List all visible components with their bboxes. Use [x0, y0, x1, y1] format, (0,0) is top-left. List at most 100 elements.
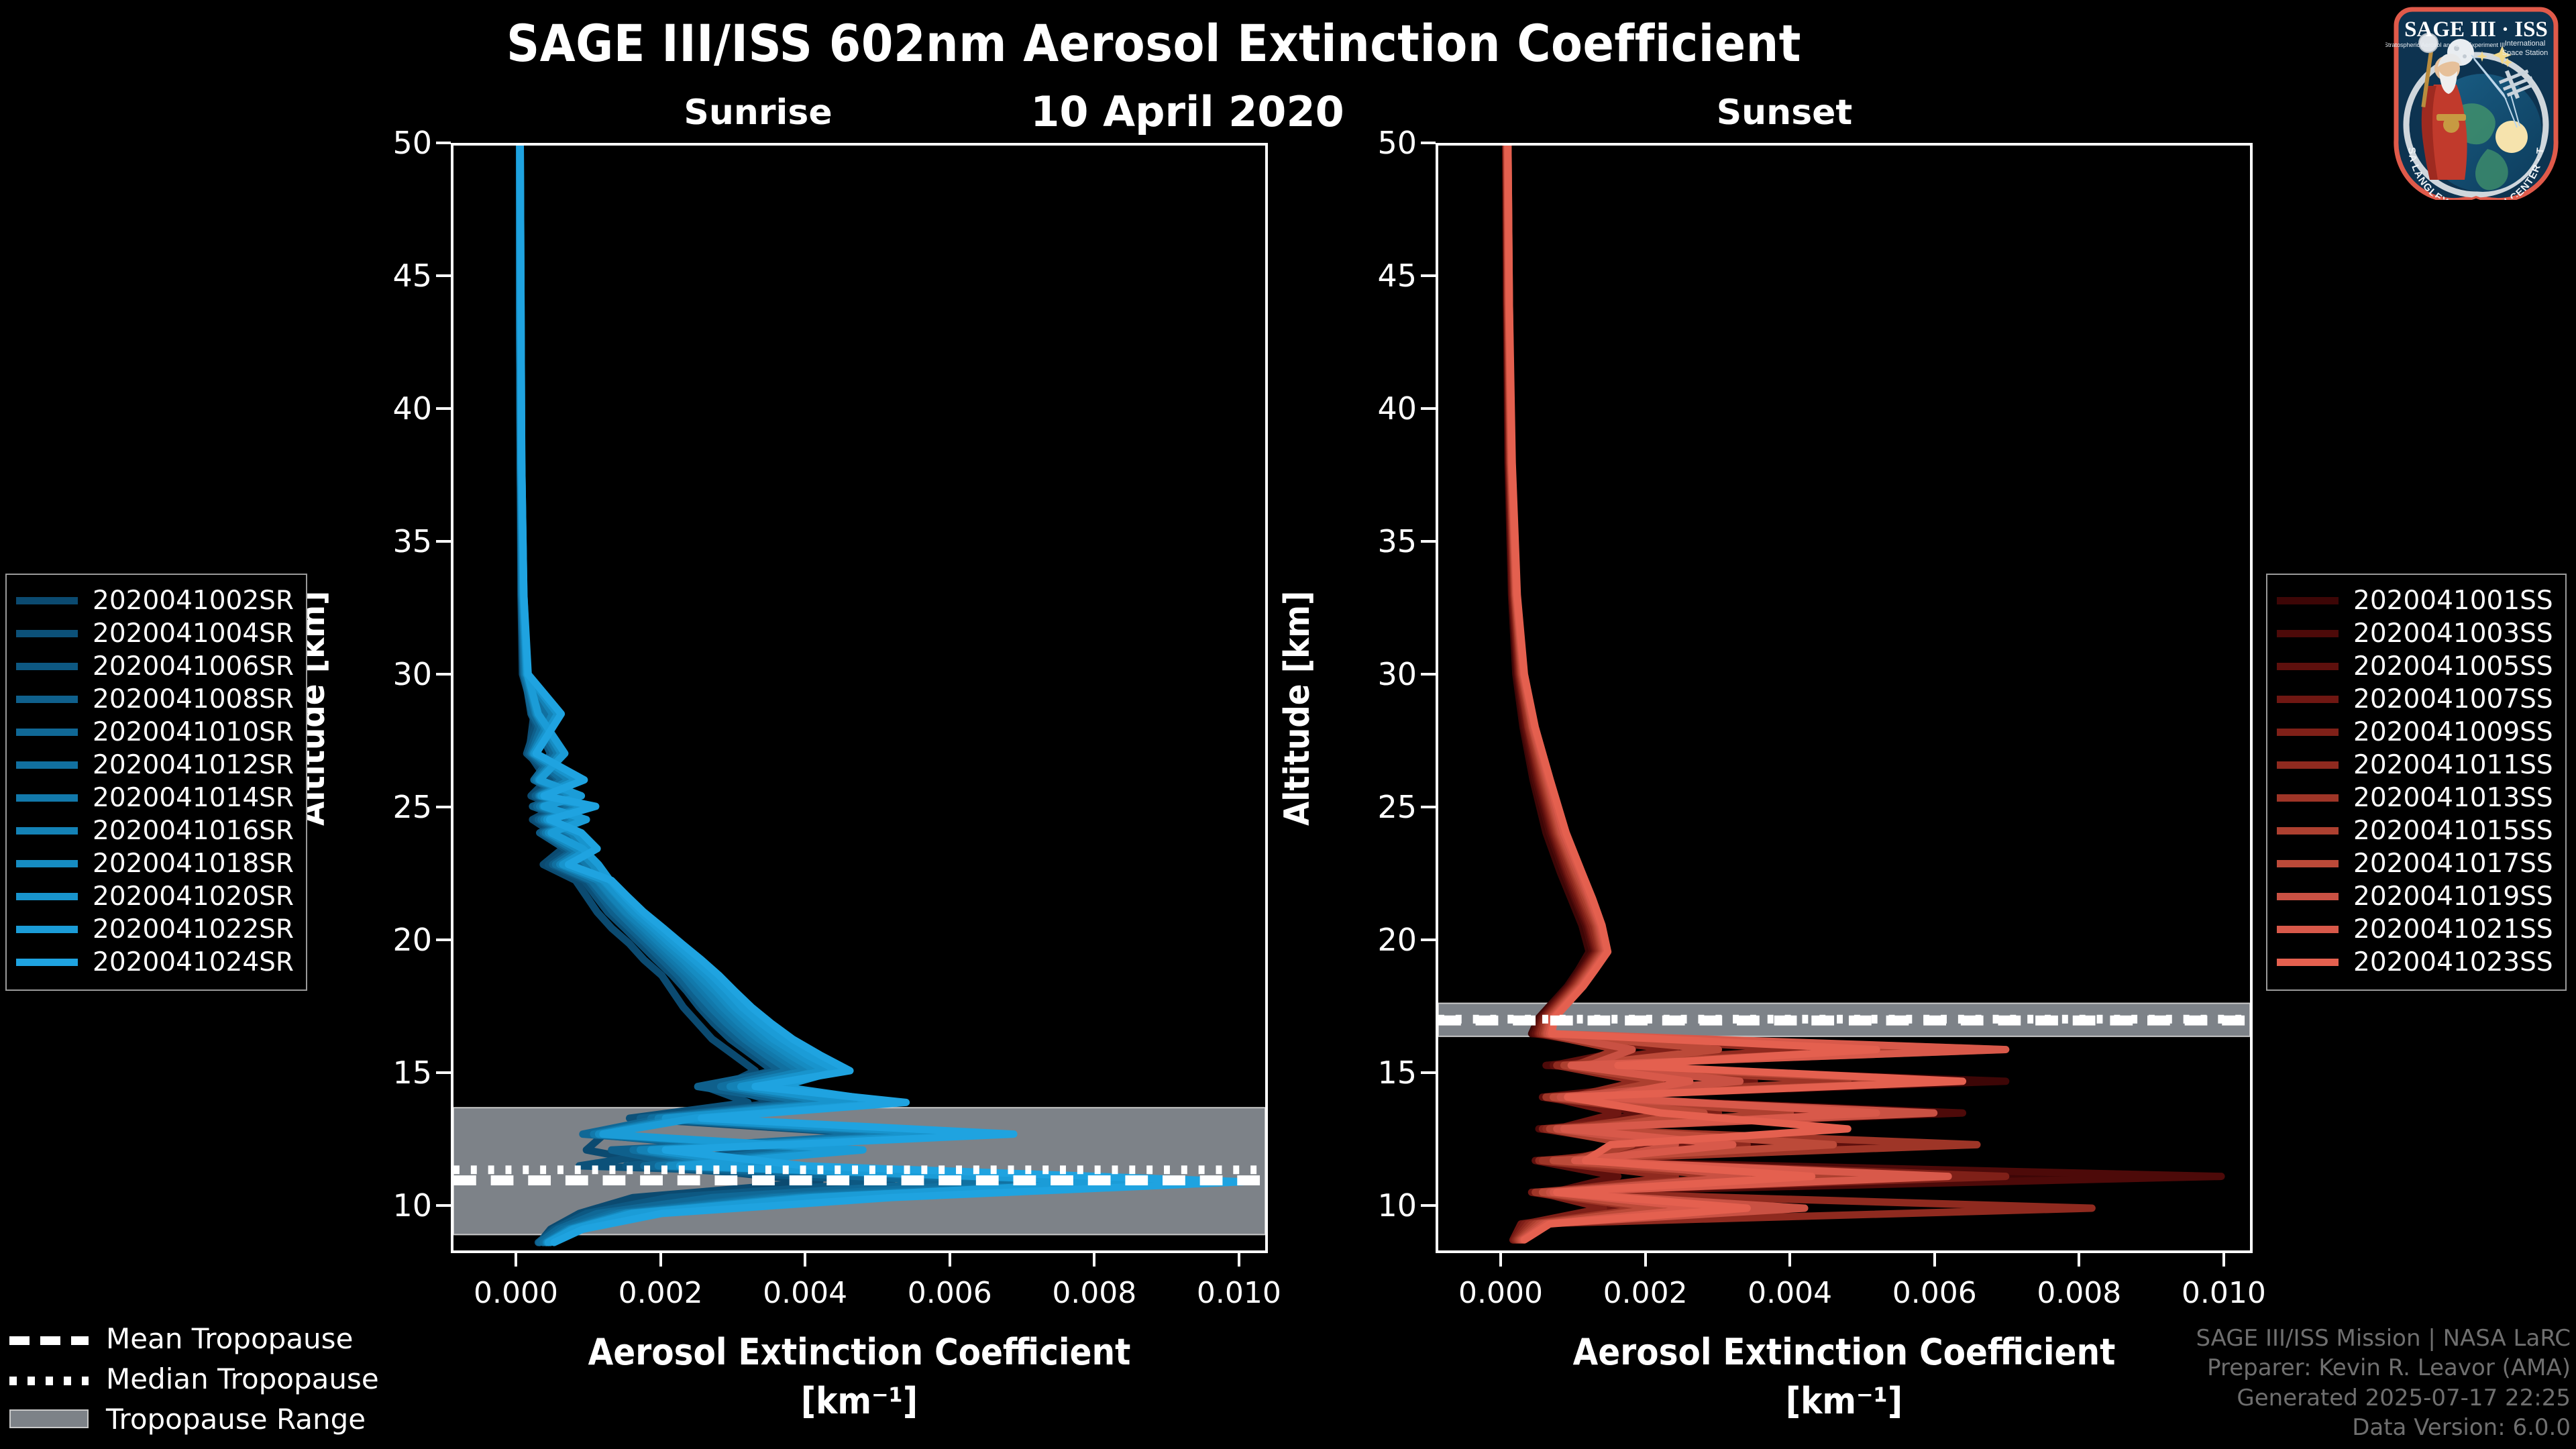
- legend-color-swatch-icon: [2277, 794, 2339, 802]
- legend-sunrise-item[interactable]: 2020041022SR: [16, 913, 294, 946]
- legend-sunset-item[interactable]: 2020041019SS: [2277, 880, 2553, 913]
- dotted-line-icon: [9, 1376, 89, 1385]
- legend-label: 2020041004SR: [93, 619, 294, 649]
- legend-sunrise[interactable]: 2020041002SR 2020041004SR 2020041006SR 2020…: [5, 574, 307, 991]
- legend-sunset-item[interactable]: 2020041007SS: [2277, 683, 2553, 716]
- legend-color-swatch-icon: [2277, 827, 2339, 835]
- y-axis-tick-label: 20: [392, 921, 432, 958]
- plot-sunrise[interactable]: [451, 143, 1268, 1253]
- profile-line: [517, 146, 1248, 1246]
- svg-text:Stratospheric Aerosol and Gas: Stratospheric Aerosol and Gas Experiment…: [2385, 42, 2505, 48]
- x-axis-tick-label: 0.004: [763, 1276, 848, 1310]
- y-axis-tick-mark: [436, 539, 451, 543]
- plot-frame-sunrise: [451, 143, 1268, 1253]
- y-axis-tick-mark: [436, 805, 451, 808]
- legend-item-median-tropopause[interactable]: Median Tropopause: [9, 1358, 379, 1399]
- legend-label-range: Tropopause Range: [106, 1402, 366, 1436]
- legend-sunset-item[interactable]: 2020041011SS: [2277, 749, 2553, 782]
- legend-sunset[interactable]: 2020041001SS 2020041003SS 2020041005SS 2020…: [2266, 574, 2567, 991]
- y-axis-tick-label: 45: [1377, 257, 1417, 294]
- sage3-iss-mission-patch-logo: BALL · NASA LANGLEY RESEARCH CENTER · TA…: [2385, 7, 2559, 200]
- dashed-line-icon: [9, 1336, 89, 1345]
- y-axis-tick-label: 25: [1377, 788, 1417, 825]
- legend-sunrise-item[interactable]: 2020041006SR: [16, 650, 294, 683]
- legend-label: 2020041008SR: [93, 684, 294, 714]
- legend-sunrise-item[interactable]: 2020041002SR: [16, 584, 294, 617]
- y-axis-tick-label: 10: [392, 1187, 432, 1224]
- credits-line-generated: Generated 2025-07-17 22:25: [2237, 1384, 2571, 1411]
- y-axis-tick-mark: [436, 1071, 451, 1074]
- x-axis-tick-mark: [2222, 1253, 2225, 1267]
- legend-color-swatch-icon: [2277, 696, 2339, 703]
- x-axis-title-unit: [km⁻¹]: [1785, 1379, 1903, 1422]
- legend-label: 2020041002SR: [93, 586, 294, 616]
- x-axis-title: Aerosol Extinction Coefficient [km⁻¹]: [1436, 1328, 2253, 1426]
- legend-label: 2020041001SS: [2353, 586, 2553, 616]
- y-axis-tick-label: 45: [392, 257, 432, 294]
- x-axis-tick-label: 0.000: [474, 1276, 558, 1310]
- profile-line: [517, 146, 1155, 1246]
- credits-line-mission: SAGE III/ISS Mission | NASA LaRC: [2196, 1325, 2571, 1352]
- legend-sunset-item[interactable]: 2020041013SS: [2277, 782, 2553, 814]
- legend-label: 2020041003SS: [2353, 619, 2553, 649]
- legend-item-tropopause-range[interactable]: Tropopause Range: [9, 1399, 379, 1439]
- legend-tropopause[interactable]: Mean Tropopause Median Tropopause Tropop…: [9, 1318, 379, 1439]
- legend-sunrise-item[interactable]: 2020041004SR: [16, 617, 294, 650]
- plot-sunset[interactable]: [1436, 143, 2253, 1253]
- y-axis-tick-mark: [1421, 672, 1436, 676]
- legend-color-swatch-icon: [2277, 761, 2339, 769]
- y-axis-tick-mark: [1421, 407, 1436, 410]
- legend-sunset-item[interactable]: 2020041017SS: [2277, 847, 2553, 880]
- panel-label-sunset: Sunset: [1716, 93, 1853, 133]
- y-axis-tick-mark: [1421, 938, 1436, 941]
- legend-sunset-item[interactable]: 2020041003SS: [2277, 617, 2553, 650]
- legend-sunset-item[interactable]: 2020041009SS: [2277, 716, 2553, 749]
- svg-text:SAGE III · ISS: SAGE III · ISS: [2404, 17, 2548, 42]
- y-axis-tick-label: 10: [1377, 1187, 1417, 1224]
- legend-color-swatch-icon: [16, 729, 78, 736]
- legend-label: 2020041024SR: [93, 947, 294, 977]
- legend-label: 2020041017SS: [2353, 849, 2553, 879]
- legend-label: 2020041018SR: [93, 849, 294, 879]
- x-axis-title-line1: Aerosol Extinction Coefficient: [1572, 1331, 2116, 1373]
- legend-sunset-item[interactable]: 2020041023SS: [2277, 946, 2553, 979]
- y-axis-tick-mark: [1421, 805, 1436, 808]
- legend-color-swatch-icon: [2277, 893, 2339, 900]
- y-axis-tick-label: 35: [1377, 523, 1417, 559]
- y-axis-tick-mark: [1421, 142, 1436, 144]
- legend-sunset-item[interactable]: 2020041001SS: [2277, 584, 2553, 617]
- x-axis-tick-mark: [804, 1253, 807, 1267]
- legend-sunrise-item[interactable]: 2020041020SR: [16, 880, 294, 913]
- credits-block: SAGE III/ISS Mission | NASA LaRC Prepare…: [2196, 1324, 2571, 1442]
- x-axis-tick-mark: [659, 1253, 662, 1267]
- legend-sunrise-item[interactable]: 2020041014SR: [16, 782, 294, 814]
- x-axis-tick-label: 0.002: [618, 1276, 703, 1310]
- legend-item-mean-tropopause[interactable]: Mean Tropopause: [9, 1318, 379, 1358]
- y-axis-tick-label: 40: [1377, 390, 1417, 427]
- y-axis-tick-label: 25: [392, 788, 432, 825]
- y-axis-tick-mark: [436, 1203, 451, 1207]
- legend-sunrise-item[interactable]: 2020041010SR: [16, 716, 294, 749]
- legend-label: 2020041016SR: [93, 816, 294, 846]
- legend-label: 2020041023SS: [2353, 947, 2553, 977]
- legend-sunset-item[interactable]: 2020041021SS: [2277, 913, 2553, 946]
- y-axis-tick-label: 40: [392, 390, 432, 427]
- legend-label-median: Median Tropopause: [106, 1362, 379, 1395]
- legend-sunset-item[interactable]: 2020041005SS: [2277, 650, 2553, 683]
- legend-label: 2020041009SS: [2353, 717, 2553, 747]
- legend-label: 2020041005SS: [2353, 651, 2553, 682]
- legend-label: 2020041022SR: [93, 914, 294, 945]
- legend-color-swatch-icon: [16, 893, 78, 900]
- legend-sunrise-item[interactable]: 2020041016SR: [16, 814, 294, 847]
- y-axis-tick-label: 50: [1377, 125, 1417, 161]
- profile-line: [517, 146, 1129, 1246]
- legend-label: 2020041010SR: [93, 717, 294, 747]
- y-axis-tick-label: 50: [392, 125, 432, 161]
- legend-label: 2020041013SS: [2353, 783, 2553, 813]
- legend-sunrise-item[interactable]: 2020041012SR: [16, 749, 294, 782]
- legend-sunset-item[interactable]: 2020041015SS: [2277, 814, 2553, 847]
- legend-sunrise-item[interactable]: 2020041024SR: [16, 946, 294, 979]
- legend-sunrise-item[interactable]: 2020041008SR: [16, 683, 294, 716]
- legend-sunrise-item[interactable]: 2020041018SR: [16, 847, 294, 880]
- legend-label-mean: Mean Tropopause: [106, 1322, 354, 1355]
